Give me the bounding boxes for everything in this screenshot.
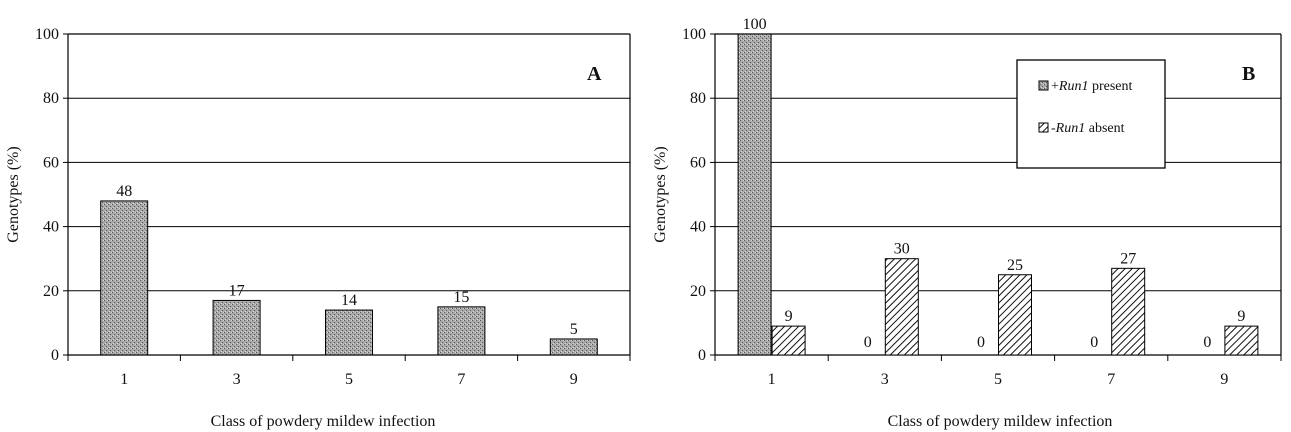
- bar: [1111, 267, 1146, 356]
- y-axis-title: Genotypes (%): [652, 146, 669, 242]
- y-tick-label: 100: [682, 26, 706, 43]
- x-axis-title: Class of powdery mildew infection: [211, 413, 436, 430]
- legend-label: -Run1 absent: [1051, 121, 1125, 136]
- y-axis-title: Genotypes (%): [5, 146, 22, 242]
- y-tick-label: 60: [43, 154, 59, 171]
- panel-label: B: [1242, 63, 1255, 85]
- panel-label: A: [587, 63, 602, 85]
- x-axis-title: Class of powdery mildew infection: [888, 413, 1113, 430]
- legend-box: [1016, 59, 1166, 169]
- data-label: 0: [1090, 334, 1098, 351]
- data-label: 27: [1120, 250, 1136, 267]
- x-tick-label: 7: [457, 371, 465, 388]
- legend-label: +Run1 present: [1051, 79, 1133, 94]
- data-label: 0: [977, 334, 985, 351]
- legend-swatch: [1038, 80, 1049, 91]
- data-label: 0: [1203, 334, 1211, 351]
- data-label: 100: [743, 16, 767, 33]
- data-label: 9: [1237, 308, 1245, 325]
- x-tick-label: 3: [881, 371, 889, 388]
- data-label: 25: [1007, 257, 1023, 274]
- x-tick-label: 5: [345, 371, 353, 388]
- y-tick-label: 0: [698, 347, 706, 364]
- legend-swatch: [1038, 122, 1049, 133]
- y-tick-label: 0: [51, 347, 59, 364]
- data-label: 48: [116, 183, 132, 200]
- data-label: 15: [453, 289, 469, 306]
- x-tick-label: 5: [994, 371, 1002, 388]
- data-label: 9: [785, 308, 793, 325]
- bar: [1224, 325, 1259, 356]
- y-tick-label: 60: [690, 154, 706, 171]
- bar: [437, 306, 486, 356]
- x-tick-label: 9: [570, 371, 578, 388]
- y-tick-label: 20: [690, 283, 706, 300]
- bar: [325, 309, 373, 356]
- y-tick-label: 40: [690, 219, 706, 236]
- data-label: 5: [570, 321, 578, 338]
- x-tick-label: 3: [233, 371, 241, 388]
- data-label: 30: [894, 241, 910, 258]
- bar: [212, 299, 261, 356]
- y-tick-label: 80: [690, 90, 706, 107]
- x-tick-label: 1: [768, 371, 776, 388]
- data-label: 0: [864, 334, 872, 351]
- bar: [549, 338, 598, 356]
- y-tick-label: 80: [43, 90, 59, 107]
- bar: [998, 274, 1032, 356]
- bar: [771, 325, 806, 356]
- x-tick-label: 9: [1220, 371, 1228, 388]
- data-label: 17: [229, 282, 245, 299]
- y-tick-label: 40: [43, 219, 59, 236]
- bar: [737, 33, 772, 356]
- data-label: 14: [341, 292, 357, 309]
- bar: [884, 258, 919, 356]
- x-tick-label: 7: [1107, 371, 1115, 388]
- y-tick-label: 20: [43, 283, 59, 300]
- chart-panel-b: 0 20 40 60 80 100 1 3 5 7 9 100 0 0 0 0 9 30 25 27 9 B Class o…: [652, 16, 1282, 430]
- y-tick-label: 100: [35, 26, 59, 43]
- bar: [100, 200, 149, 356]
- x-tick-label: 1: [120, 371, 128, 388]
